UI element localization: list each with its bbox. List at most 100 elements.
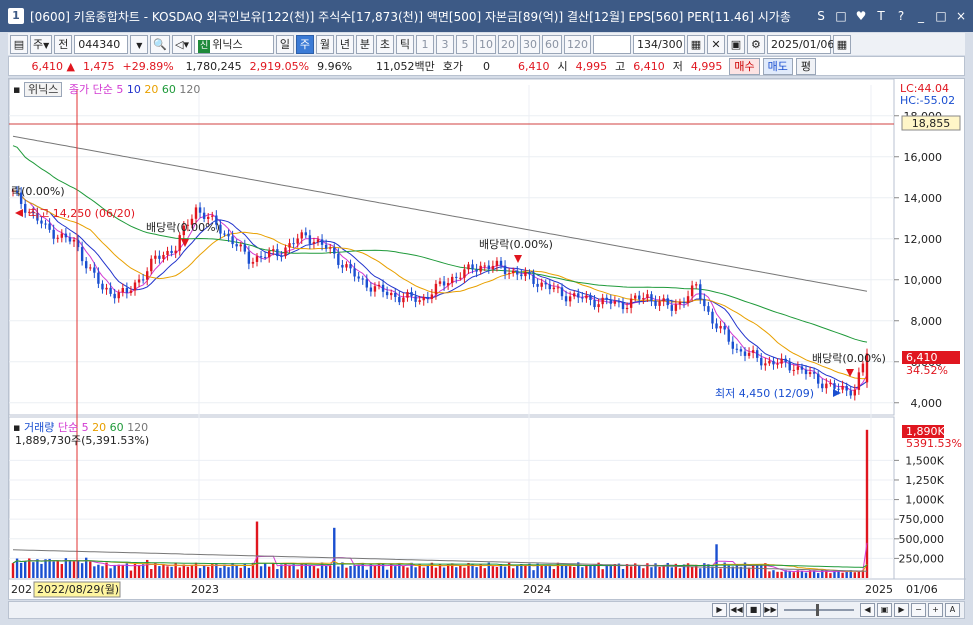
plus-icon[interactable]: +: [928, 603, 943, 617]
minimize-icon[interactable]: _: [918, 9, 924, 23]
tab-year[interactable]: 년: [335, 34, 354, 54]
interval-10[interactable]: 10: [475, 34, 496, 54]
chart-scrollbar[interactable]: ▶ ◀◀ ■ ▶▶ ◀ ▣ ▶ − + A: [8, 601, 965, 619]
stock-name-field[interactable]: 신 위닉스: [193, 34, 274, 54]
text-icon[interactable]: T: [877, 9, 885, 23]
volume-bar: [642, 568, 645, 578]
candle-body: [654, 300, 657, 306]
candle-body: [670, 305, 673, 311]
code-dropdown[interactable]: ▼: [130, 34, 149, 54]
indicator-icon[interactable]: ✕: [706, 34, 725, 54]
volume-bar: [150, 569, 153, 578]
volume-bar: [792, 572, 795, 578]
layout-icon[interactable]: ▤: [10, 34, 28, 54]
volume-bar: [479, 564, 482, 578]
tab-tick[interactable]: 틱: [395, 34, 414, 54]
sell-button[interactable]: 매도: [762, 57, 793, 75]
buy-button[interactable]: 매수: [729, 57, 760, 75]
volume-bar: [495, 567, 499, 578]
ma-line-10: [12, 190, 868, 389]
volume-bar: [662, 566, 665, 578]
chart-svg[interactable]: 락(0.00%) 최고 14,250 (06/20) 배당락(0.00%) 배당…: [8, 78, 966, 601]
dividend-arrow-icon-2: [514, 255, 522, 263]
eval-button[interactable]: 평: [795, 57, 817, 75]
close-icon[interactable]: ×: [955, 9, 967, 23]
font-icon[interactable]: A: [945, 603, 960, 617]
volume-panel-name[interactable]: 거래량: [23, 421, 55, 434]
interval-1[interactable]: 1: [415, 34, 434, 54]
rewind-icon[interactable]: ◀◀: [729, 603, 744, 617]
candle-body: [499, 260, 503, 266]
minus-icon[interactable]: −: [911, 603, 926, 617]
custom-interval-input[interactable]: [592, 34, 631, 54]
candle-body: [564, 296, 568, 302]
interval-120[interactable]: 120: [563, 34, 591, 54]
app-number-badge[interactable]: 1: [8, 8, 24, 24]
cursor-date-label: 2022/08/29(월): [37, 583, 119, 596]
volume-bar: [821, 570, 824, 578]
price-tick-label: 16,000: [904, 151, 943, 164]
ma-line-120: [12, 135, 868, 292]
settings-icon[interactable]: ⚙: [746, 34, 765, 54]
candle-body: [373, 286, 377, 292]
tab-minute[interactable]: 분: [355, 34, 374, 54]
candle-body: [231, 236, 234, 245]
date-input[interactable]: 2025/01/06: [766, 34, 834, 54]
dividend-note-3: 배당락(0.00%): [812, 352, 886, 365]
code-input[interactable]: 044340: [74, 34, 129, 54]
interval-60[interactable]: 60: [541, 34, 562, 54]
interval-5[interactable]: 5: [455, 34, 474, 54]
zoom-out-icon[interactable]: ◀: [860, 603, 875, 617]
type-select[interactable]: 주▼: [30, 34, 53, 54]
interval-20[interactable]: 20: [497, 34, 518, 54]
turnover-value: 9.96%: [317, 59, 353, 73]
volume-bar: [158, 566, 161, 578]
chevron-down-icon: ▼: [136, 40, 143, 50]
play-icon[interactable]: ▶: [712, 603, 727, 617]
volume-bar: [418, 563, 421, 578]
stock-name: 위닉스: [212, 37, 243, 51]
count-input[interactable]: 134/300: [632, 34, 685, 54]
interval-30[interactable]: 30: [519, 34, 540, 54]
volume-bar: [105, 562, 108, 578]
candle-body: [629, 298, 633, 308]
help-icon[interactable]: ?: [897, 9, 905, 23]
stop-icon[interactable]: ■: [746, 603, 761, 617]
link-icon[interactable]: S: [817, 9, 825, 23]
tab-day[interactable]: 일: [275, 34, 294, 54]
chart-area[interactable]: 락(0.00%) 최고 14,250 (06/20) 배당락(0.00%) 배당…: [8, 78, 966, 601]
price-panel-name[interactable]: 위닉스: [23, 82, 63, 97]
tab-month[interactable]: 월: [315, 34, 334, 54]
candle-body: [211, 215, 214, 217]
chart-tools-icon[interactable]: ▦: [686, 34, 705, 54]
candle-body: [19, 192, 23, 204]
restore-small-icon[interactable]: □: [835, 9, 847, 23]
candle-body: [324, 244, 328, 249]
search-icon[interactable]: 🔍: [150, 34, 170, 54]
favorite-icon[interactable]: ♥: [855, 9, 867, 23]
volume-bar: [646, 563, 649, 578]
lc-label: LC:44.04: [900, 82, 949, 95]
tab-week[interactable]: 주: [295, 34, 314, 54]
speaker-icon[interactable]: ◁▾: [171, 34, 192, 54]
prev-button[interactable]: 전: [54, 34, 73, 54]
candle-body: [617, 301, 621, 303]
volume-bar: [276, 569, 279, 578]
maximize-icon[interactable]: □: [935, 9, 947, 23]
volume-menu-icon[interactable]: ▪: [13, 421, 21, 434]
save-icon[interactable]: ▣: [726, 34, 745, 54]
candle-body: [812, 372, 816, 374]
panel-menu-icon[interactable]: ▪: [13, 83, 21, 96]
volume-bar: [202, 565, 206, 578]
calendar-icon[interactable]: ▦: [832, 34, 851, 54]
zoom-reset-icon[interactable]: ▣: [877, 603, 892, 617]
tab-second[interactable]: 초: [375, 34, 394, 54]
forward-icon[interactable]: ▶▶: [763, 603, 778, 617]
zoom-slider[interactable]: [784, 604, 854, 616]
zoom-in-icon[interactable]: ▶: [894, 603, 909, 617]
interval-3[interactable]: 3: [435, 34, 454, 54]
volume-bar: [686, 563, 690, 578]
high-note: 최고 14,250 (06/20): [29, 207, 135, 220]
volume-bar: [764, 563, 767, 578]
volume-bar: [577, 562, 580, 578]
